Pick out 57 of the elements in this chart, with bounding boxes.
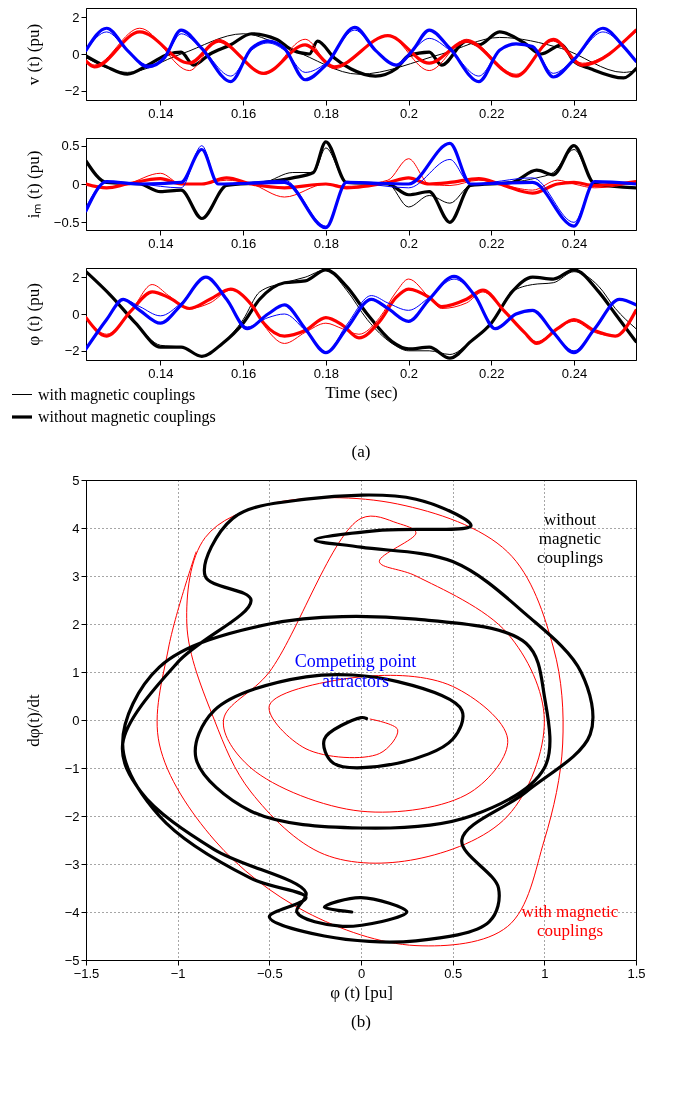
x-tick-label: 0.22 — [479, 365, 505, 381]
y-tick-label: 3 — [72, 568, 80, 584]
y-tick-label: 4 — [72, 520, 80, 536]
x-axis-title: φ (t) [pu] — [330, 982, 393, 1002]
y-tick-label: −4 — [64, 904, 80, 920]
x-tick-label: −1 — [170, 965, 186, 981]
x-tick-label: 0.18 — [313, 105, 340, 121]
y-tick-label: −2 — [64, 83, 80, 99]
x-tick-label: 0.22 — [479, 105, 505, 121]
x-tick-label: 1 — [541, 965, 549, 981]
legend-label: without magnetic couplings — [38, 408, 216, 426]
y-axis-title: dφ(t)/dt — [23, 694, 43, 747]
x-tick-label: 0.18 — [313, 235, 340, 251]
x-tick-label: 0.24 — [561, 365, 588, 381]
x-tick-label: 0.5 — [444, 965, 463, 981]
y-tick-label: −2 — [64, 808, 80, 824]
x-tick-label: 0.16 — [230, 235, 257, 251]
y-tick-label: −1 — [64, 760, 80, 776]
x-tick-label: 0.16 — [230, 365, 257, 381]
y-tick-label: 2 — [72, 9, 80, 25]
series-label: with magnetic couplings — [521, 902, 619, 940]
y-tick-label: 1 — [72, 664, 80, 680]
y-tick-label: 0.5 — [61, 138, 80, 154]
x-axis-title: Time (sec) — [325, 382, 398, 402]
x-tick-label: 0.16 — [230, 105, 257, 121]
x-tick-label: 0.2 — [400, 105, 419, 121]
x-tick-label: 0.14 — [148, 365, 174, 381]
x-tick-label: 0.2 — [400, 235, 419, 251]
text: (b) — [351, 1012, 371, 1031]
x-tick-label: 1.5 — [627, 965, 646, 981]
x-tick-label: −1.5 — [73, 965, 100, 981]
y-tick-label: −5 — [64, 952, 80, 968]
x-tick-label: 0.18 — [313, 365, 340, 381]
x-tick-label: −0.5 — [257, 965, 283, 981]
x-tick-label: 0 — [357, 965, 366, 981]
y-tick-label: 0 — [72, 306, 80, 322]
y-tick-label: 2 — [72, 616, 80, 632]
y-tick-label: −2 — [64, 343, 80, 359]
y-tick-label: 2 — [72, 269, 80, 285]
y-axis-title: v (t) (pu) — [23, 23, 43, 86]
y-tick-label: −3 — [64, 856, 80, 872]
x-tick-label: 0.24 — [561, 235, 588, 251]
y-axis-title: φ (t) (pu) — [23, 283, 43, 346]
y-tick-label: 5 — [72, 472, 80, 488]
y-tick-label: 0 — [72, 46, 80, 62]
x-tick-label: 0.22 — [479, 235, 505, 251]
legend-label: with magnetic couplings — [38, 385, 196, 404]
y-tick-label: −0.5 — [53, 214, 80, 230]
x-tick-label: 0.14 — [148, 105, 174, 121]
text: (a) — [351, 442, 371, 461]
x-tick-label: 0.14 — [148, 235, 174, 251]
y-axis-title: iₘ (t) (pu) — [23, 150, 43, 219]
x-tick-label: 0.24 — [561, 105, 588, 121]
text: without magnetic couplings — [536, 510, 604, 567]
y-tick-label: 0 — [72, 176, 80, 192]
y-tick-label: 0 — [72, 712, 80, 728]
x-tick-label: 0.2 — [400, 365, 419, 381]
